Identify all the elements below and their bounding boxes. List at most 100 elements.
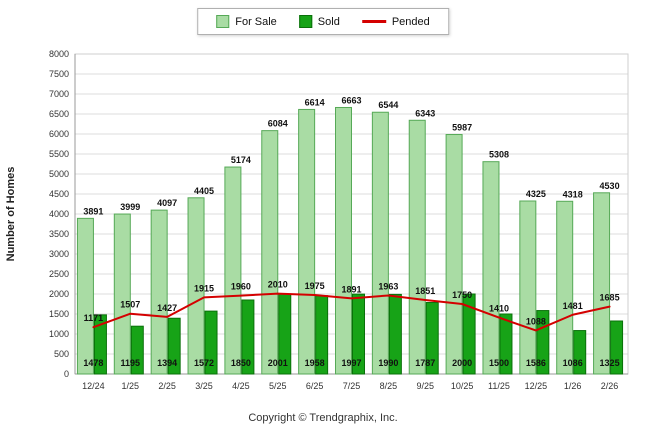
for-sale-value-label: 6084 <box>268 119 288 129</box>
y-axis-tick-label: 5500 <box>49 149 69 159</box>
pended-value-label: 1481 <box>563 301 583 311</box>
sold-value-label: 1325 <box>600 358 620 368</box>
y-axis-tick-label: 3500 <box>49 229 69 239</box>
sold-legend-label: Sold <box>317 15 340 28</box>
sold-value-label: 1586 <box>526 358 546 368</box>
y-axis-tick-label: 6000 <box>49 129 69 139</box>
pended-value-label: 2010 <box>268 280 288 290</box>
for-sale-bar <box>187 197 205 375</box>
x-axis-label: 5/25 <box>269 381 287 391</box>
pended-swatch <box>361 20 386 23</box>
sold-value-label: 1958 <box>305 358 325 368</box>
y-axis-tick-label: 4000 <box>49 209 69 219</box>
sold-value-label: 2000 <box>452 358 472 368</box>
x-axis-label: 12/25 <box>525 381 548 391</box>
sold-bar <box>352 293 365 375</box>
for-sale-value-label: 6544 <box>378 100 398 110</box>
pended-legend-label: Pended <box>391 15 430 28</box>
sold-value-label: 1086 <box>563 358 583 368</box>
for-sale-value-label: 4318 <box>563 189 583 199</box>
for-sale-legend-label: For Sale <box>235 15 277 28</box>
sold-value-label: 1572 <box>194 358 214 368</box>
sold-bar <box>388 293 402 375</box>
pended-value-label: 1891 <box>341 284 361 294</box>
x-axis-label: 8/25 <box>380 381 398 391</box>
sold-bar <box>499 313 513 375</box>
y-axis-tick-label: 7000 <box>49 89 69 99</box>
pended-line <box>92 292 611 332</box>
for-sale-bar <box>408 119 426 375</box>
y-axis-tick-label: 3000 <box>49 249 69 259</box>
for-sale-value-label: 4325 <box>526 189 546 199</box>
sold-value-label: 1478 <box>83 358 103 368</box>
x-axis-label: 11/25 <box>488 381 510 391</box>
copyright-text: Copyright © Trendgraphix, Inc. <box>248 412 398 424</box>
for-sale-bar <box>335 106 352 375</box>
y-axis-tick-label: 2500 <box>49 269 69 279</box>
x-axis-label: 3/25 <box>195 381 213 391</box>
x-axis-label: 2/26 <box>601 381 619 391</box>
x-axis-label: 2/25 <box>158 381 176 391</box>
legend-item-for-sale: For Sale <box>216 15 277 28</box>
legend-item-sold: Sold <box>298 15 340 28</box>
y-axis-tick-label: 1000 <box>49 329 69 339</box>
for-sale-bar <box>224 166 242 375</box>
y-axis-tick-label: 7500 <box>49 69 69 79</box>
sold-bar <box>93 314 107 375</box>
sold-swatch <box>298 15 312 28</box>
sold-value-label: 1500 <box>489 358 509 368</box>
pended-value-label: 1750 <box>452 290 472 300</box>
sold-bar <box>241 299 255 375</box>
pended-value-label: 1171 <box>84 313 104 323</box>
y-axis-tick-label: 2000 <box>49 289 69 299</box>
sold-bar <box>610 320 624 375</box>
sold-bar <box>130 325 144 375</box>
for-sale-swatch <box>216 15 230 28</box>
x-axis-label: 4/25 <box>232 381 250 391</box>
for-sale-value-label: 5987 <box>452 123 472 133</box>
y-axis-tick-label: 500 <box>54 349 69 359</box>
for-sale-bar <box>261 130 279 375</box>
for-sale-value-label: 4097 <box>157 198 177 208</box>
sold-value-label: 1195 <box>121 358 141 368</box>
for-sale-value-label: 3891 <box>83 206 103 216</box>
for-sale-value-label: 4405 <box>194 186 214 196</box>
pended-value-label: 1410 <box>489 304 509 314</box>
chart-area: 0 500 1000 1500 2000 2500 3000 3500 4000 4500 5000… <box>0 44 646 405</box>
for-sale-bar <box>445 134 463 375</box>
pended-value-label: 1088 <box>526 316 546 326</box>
for-sale-bar <box>556 200 574 375</box>
pended-value-label: 1963 <box>378 281 398 291</box>
pended-value-label: 1960 <box>231 282 251 292</box>
for-sale-value-label: 5174 <box>231 155 251 165</box>
sold-bar <box>204 310 218 375</box>
pended-value-label: 1427 <box>157 303 177 313</box>
y-axis-tick-label: 5000 <box>49 169 69 179</box>
for-sale-bar <box>371 111 389 375</box>
y-axis-tick-label: 6500 <box>49 109 69 119</box>
for-sale-bar <box>519 200 537 375</box>
sold-bar <box>425 302 439 375</box>
sold-value-label: 1787 <box>415 358 435 368</box>
pended-value-label: 1975 <box>305 281 325 291</box>
sold-value-label: 1394 <box>157 358 177 368</box>
for-sale-bar <box>593 192 611 375</box>
for-sale-value-label: 6343 <box>415 108 435 118</box>
for-sale-value-label: 6663 <box>341 95 361 105</box>
y-axis-title: Number of Homes <box>5 167 17 262</box>
y-axis-tick-label: 1500 <box>49 309 69 319</box>
sold-value-label: 1997 <box>341 358 361 368</box>
x-axis-label: 7/25 <box>343 381 361 391</box>
for-sale-bar <box>76 217 94 375</box>
for-sale-value-label: 6614 <box>305 97 325 107</box>
for-sale-value-label: 4530 <box>600 181 620 191</box>
pended-value-label: 1851 <box>415 286 435 296</box>
for-sale-value-label: 3999 <box>120 202 140 212</box>
for-sale-bar <box>482 161 500 375</box>
x-axis-label: 1/26 <box>564 381 582 391</box>
sold-bar <box>462 293 476 375</box>
for-sale-value-label: 5308 <box>489 150 509 160</box>
sold-bar <box>167 317 181 375</box>
for-sale-bar <box>150 209 168 375</box>
pended-value-label: 1685 <box>600 293 620 303</box>
